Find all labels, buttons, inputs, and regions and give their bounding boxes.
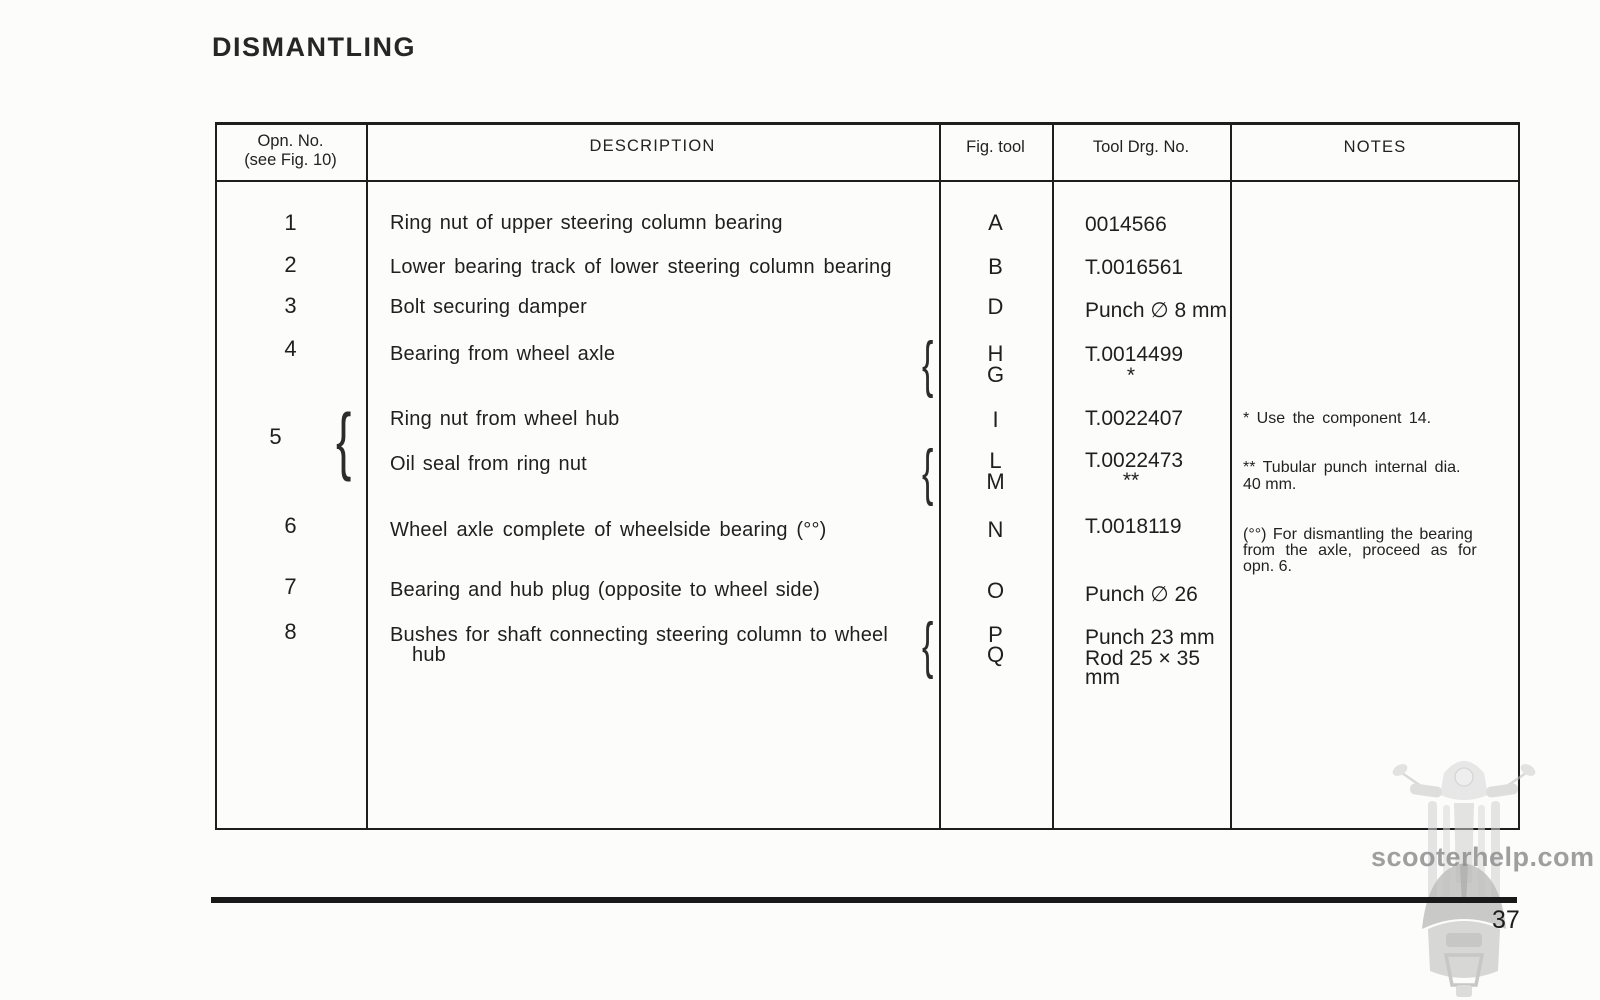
row-5-opn-no: 5	[269, 424, 282, 449]
row-4-opn-no: 4	[284, 336, 297, 361]
row-5b-tool-drg-mark: **	[1122, 469, 1140, 492]
footer-rule	[211, 897, 1517, 903]
row-4-tool-drg-no: T.0014499	[1085, 343, 1184, 366]
row-5a-description: Ring nut from wheel hub	[390, 408, 620, 430]
row-4-fig-tool-brace: {	[922, 330, 934, 399]
row-5a-fig-tool: I	[992, 407, 999, 432]
row-4-description: Bearing from wheel axle	[390, 343, 616, 365]
row-6-fig-tool: N	[987, 517, 1004, 542]
row-8-tool-drg-line1: Punch 23 mm	[1085, 626, 1215, 649]
row-8-opn-no: 8	[284, 619, 297, 644]
row-1-description: Ring nut of upper steering column bearin…	[390, 212, 783, 234]
row-7-tool-drg-no: Punch ∅ 26	[1085, 583, 1198, 606]
col-header-opn-no-line2: (see Fig. 10)	[244, 151, 337, 169]
row-7-opn-no: 7	[284, 574, 297, 599]
col-header-tool-drg-no: Tool Drg. No.	[1092, 138, 1190, 156]
header-underline	[215, 180, 1520, 182]
row-3-tool-drg-no: Punch ∅ 8 mm	[1085, 299, 1228, 322]
row-5a-tool-drg-no: T.0022407	[1085, 407, 1184, 430]
row-1-tool-drg-no: 0014566	[1085, 213, 1167, 236]
row-4-fig-tool-2: G	[986, 362, 1005, 387]
row-6-note-line3: opn. 6.	[1243, 558, 1292, 575]
row-6-tool-drg-no: T.0018119	[1085, 515, 1182, 538]
row-1-opn-no: 1	[284, 210, 297, 235]
row-8-fig-tool-1: P	[988, 622, 1003, 647]
page-title: DISMANTLING	[212, 32, 416, 62]
page-number: 37	[1492, 906, 1520, 934]
row-6-note-line1: (°°) For dismantling the bearing	[1243, 526, 1473, 543]
row-3-fig-tool: D	[987, 294, 1004, 319]
row-5b-note-line2: 40 mm.	[1243, 476, 1297, 493]
scooter-watermark-icon	[1392, 761, 1536, 997]
row-6-opn-no: 6	[284, 513, 297, 538]
row-2-tool-drg-no: T.0016561	[1085, 256, 1184, 279]
row-4-tool-drg-mark: *	[1126, 364, 1136, 387]
row-8-tool-drg-line2: Rod 25 × 35	[1085, 647, 1201, 670]
row-5a-note: * Use the component 14.	[1243, 410, 1432, 427]
row-6-note-line2: from the axle, proceed as for	[1243, 542, 1477, 559]
col-header-description: DESCRIPTION	[589, 137, 716, 155]
row-3-opn-no: 3	[284, 293, 297, 318]
row-5b-fig-tool-2: M	[986, 469, 1005, 494]
column-divider-1	[366, 122, 368, 830]
col-header-fig-tool: Fig. tool	[966, 138, 1025, 156]
row-6-description: Wheel axle complete of wheelside bearing…	[390, 519, 827, 541]
col-header-notes: NOTES	[1343, 138, 1407, 156]
row-2-opn-no: 2	[284, 252, 297, 277]
column-divider-4	[1230, 122, 1232, 830]
row-8-description-line2: hub	[412, 644, 446, 666]
row-4-fig-tool-1: H	[987, 341, 1004, 366]
row-5b-fig-tool-brace: {	[922, 438, 934, 507]
row-5b-note-line1: ** Tubular punch internal dia.	[1243, 459, 1461, 476]
column-divider-3	[1052, 122, 1054, 830]
dismantling-table-frame	[215, 122, 1520, 830]
row-5b-description: Oil seal from ring nut	[390, 453, 587, 475]
row-8-fig-tool-2: Q	[986, 642, 1005, 667]
row-8-fig-tool-brace: {	[922, 611, 934, 680]
row-7-description: Bearing and hub plug (opposite to wheel …	[390, 579, 820, 601]
row-7-fig-tool: O	[986, 578, 1005, 603]
row-2-fig-tool: B	[988, 254, 1003, 279]
row-5b-tool-drg-no: T.0022473	[1085, 449, 1184, 472]
row-5b-fig-tool-1: L	[989, 448, 1002, 473]
column-divider-2	[939, 122, 941, 830]
row-5-opn-brace: {	[336, 398, 352, 483]
row-1-fig-tool: A	[988, 210, 1003, 235]
watermark-text: scooterhelp.com	[1371, 842, 1595, 872]
row-3-description: Bolt securing damper	[390, 296, 587, 318]
row-2-description: Lower bearing track of lower steering co…	[390, 256, 892, 278]
row-8-tool-drg-line3: mm	[1085, 666, 1120, 689]
col-header-opn-no-line1: Opn. No.	[257, 132, 324, 150]
row-8-description-line1: Bushes for shaft connecting steering col…	[390, 624, 889, 646]
